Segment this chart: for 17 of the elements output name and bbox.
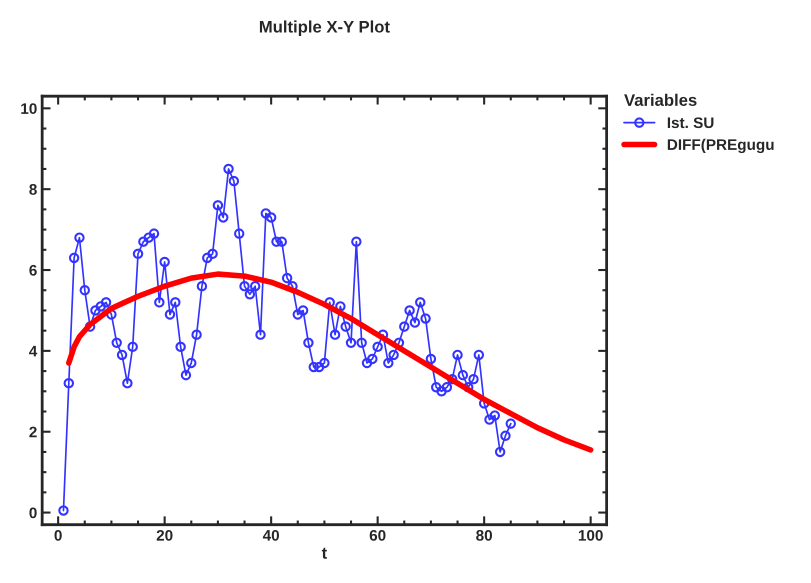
legend-label: DIFF(PREgugu (668, 138, 774, 154)
legend-label: Ist. SU (668, 117, 714, 128)
y-tick-label: 8 (29, 184, 37, 195)
y-tick-label: 6 (29, 264, 37, 276)
x-tick-label: 0 (54, 530, 62, 541)
y-tick-label: 0 (29, 507, 37, 518)
y-tick-label: 10 (21, 103, 37, 114)
chart-title: Multiple X-Y Plot (260, 20, 390, 36)
x-axis-title: t (322, 548, 327, 559)
legend-title: Variables (624, 94, 697, 106)
x-tick-label: 100 (578, 530, 603, 541)
x-tick-label: 20 (156, 530, 173, 541)
x-tick-label: 60 (370, 530, 386, 541)
y-tick-label: 4 (29, 346, 38, 356)
x-tick-label: 80 (476, 530, 492, 541)
x-tick-label: 40 (262, 530, 280, 541)
y-tick-label: 2 (29, 426, 37, 438)
